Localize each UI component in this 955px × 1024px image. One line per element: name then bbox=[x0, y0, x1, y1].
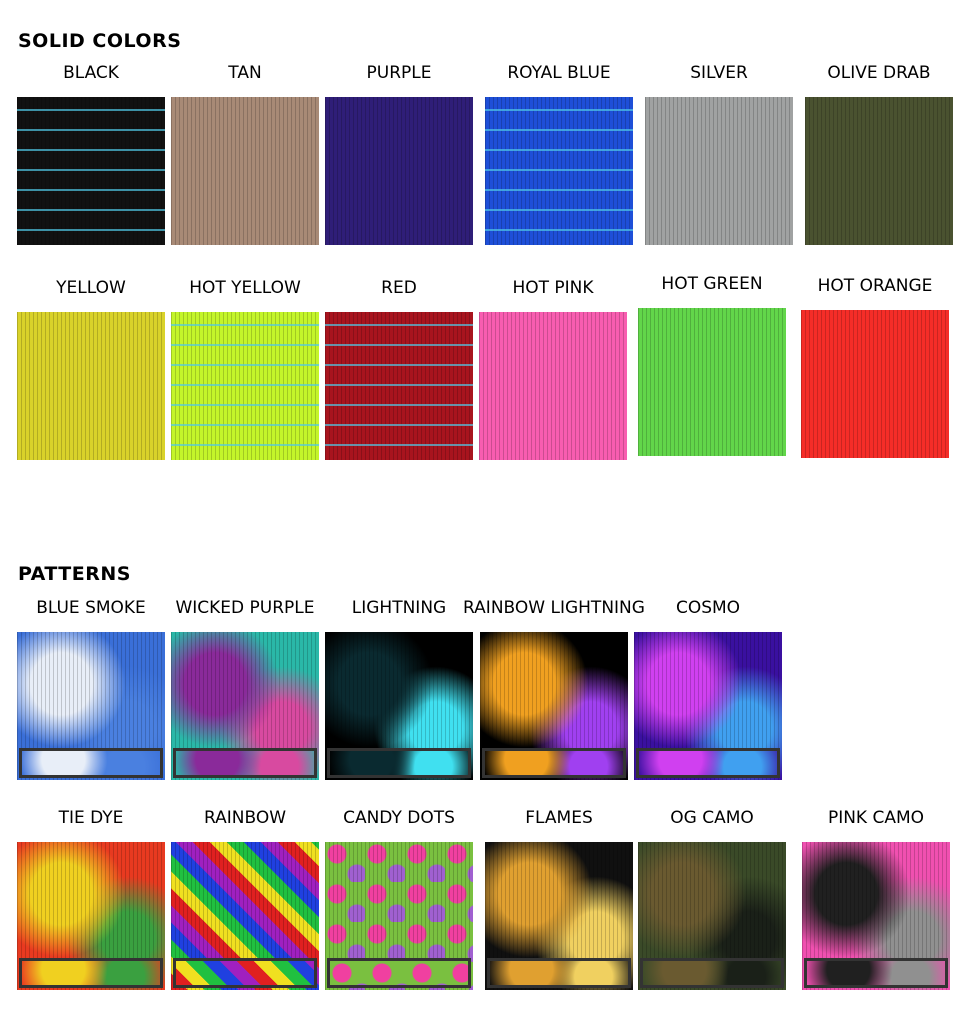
swatch-image bbox=[325, 632, 473, 780]
swatch-blue-smoke: BLUE SMOKE bbox=[17, 598, 165, 780]
swatch-label: HOT ORANGE bbox=[817, 276, 933, 296]
swatch-image bbox=[171, 842, 319, 990]
pattern-strip bbox=[173, 748, 317, 778]
swatch-royal-blue: ROYAL BLUE bbox=[485, 63, 633, 245]
swatch-silver: SILVER bbox=[645, 63, 793, 245]
swatch-label: LIGHTNING bbox=[351, 598, 447, 618]
swatch-label: ROYAL BLUE bbox=[507, 63, 611, 83]
swatch-flames: FLAMES bbox=[485, 808, 633, 990]
swatch-image bbox=[634, 632, 782, 780]
swatch-label: PURPLE bbox=[366, 63, 432, 83]
swatch-label: RAINBOW LIGHTNING bbox=[463, 598, 645, 618]
swatch-cosmo: COSMO bbox=[634, 598, 782, 780]
swatch-image bbox=[645, 97, 793, 245]
swatch-image bbox=[485, 97, 633, 245]
swatch-label: SILVER bbox=[690, 63, 748, 83]
pattern-strip bbox=[804, 958, 948, 988]
swatch-image bbox=[17, 842, 165, 990]
swatch-image bbox=[325, 97, 473, 245]
pattern-strip bbox=[19, 958, 163, 988]
swatch-purple: PURPLE bbox=[325, 63, 473, 245]
swatch-rainbow-lightning: RAINBOW LIGHTNING bbox=[463, 598, 645, 780]
swatch-tan: TAN bbox=[171, 63, 319, 245]
swatch-image bbox=[17, 632, 165, 780]
pattern-strip bbox=[173, 958, 317, 988]
swatch-label: FLAMES bbox=[525, 808, 593, 828]
swatch-yellow: YELLOW bbox=[17, 278, 165, 460]
pattern-strip bbox=[327, 958, 471, 988]
pattern-strip bbox=[487, 958, 631, 988]
swatch-image bbox=[325, 312, 473, 460]
swatch-label: COSMO bbox=[675, 598, 741, 618]
swatch-lightning: LIGHTNING bbox=[325, 598, 473, 780]
swatch-hot-orange: HOT ORANGE bbox=[801, 276, 949, 458]
swatch-black: BLACK bbox=[17, 63, 165, 245]
swatch-image bbox=[805, 97, 953, 245]
pattern-strip bbox=[19, 748, 163, 778]
swatch-og-camo: OG CAMO bbox=[638, 808, 786, 990]
swatch-image bbox=[479, 312, 627, 460]
swatch-hot-green: HOT GREEN bbox=[638, 274, 786, 456]
swatch-image bbox=[325, 842, 473, 990]
swatch-label: TAN bbox=[228, 63, 262, 83]
swatch-image bbox=[17, 97, 165, 245]
swatch-label: WICKED PURPLE bbox=[175, 598, 315, 618]
patterns-heading: Patterns bbox=[18, 563, 131, 585]
swatch-label: BLACK bbox=[63, 63, 119, 83]
pattern-strip bbox=[327, 748, 471, 778]
swatch-label: CANDY DOTS bbox=[343, 808, 455, 828]
solid-colors-heading: Solid Colors bbox=[18, 30, 182, 52]
swatch-image bbox=[801, 310, 949, 458]
swatch-wicked-purple: WICKED PURPLE bbox=[171, 598, 319, 780]
swatch-tie-dye: TIE DYE bbox=[17, 808, 165, 990]
swatch-label: HOT GREEN bbox=[661, 274, 763, 294]
swatch-red: RED bbox=[325, 278, 473, 460]
pattern-strip bbox=[640, 958, 784, 988]
pattern-strip bbox=[636, 748, 780, 778]
swatch-image bbox=[171, 97, 319, 245]
swatch-label: RAINBOW bbox=[203, 808, 287, 828]
swatch-label: RED bbox=[381, 278, 417, 298]
swatch-candy-dots: CANDY DOTS bbox=[325, 808, 473, 990]
swatch-image bbox=[638, 842, 786, 990]
swatch-label: HOT PINK bbox=[512, 278, 594, 298]
swatch-hot-pink: HOT PINK bbox=[479, 278, 627, 460]
swatch-label: BLUE SMOKE bbox=[36, 598, 146, 618]
swatch-label: YELLOW bbox=[56, 278, 126, 298]
swatch-image bbox=[480, 632, 628, 780]
swatch-hot-yellow: HOT YELLOW bbox=[171, 278, 319, 460]
swatch-olive-drab: OLIVE DRAB bbox=[805, 63, 953, 245]
swatch-label: HOT YELLOW bbox=[189, 278, 301, 298]
pattern-strip bbox=[482, 748, 626, 778]
swatch-rainbow: RAINBOW bbox=[171, 808, 319, 990]
swatch-image bbox=[485, 842, 633, 990]
swatch-label: OG CAMO bbox=[670, 808, 754, 828]
swatch-image bbox=[17, 312, 165, 460]
swatch-label: TIE DYE bbox=[58, 808, 124, 828]
swatch-image bbox=[171, 632, 319, 780]
swatch-image bbox=[802, 842, 950, 990]
swatch-label: PINK CAMO bbox=[827, 808, 925, 828]
swatch-label: OLIVE DRAB bbox=[827, 63, 931, 83]
swatch-image bbox=[638, 308, 786, 456]
swatch-image bbox=[171, 312, 319, 460]
swatch-pink-camo: PINK CAMO bbox=[802, 808, 950, 990]
